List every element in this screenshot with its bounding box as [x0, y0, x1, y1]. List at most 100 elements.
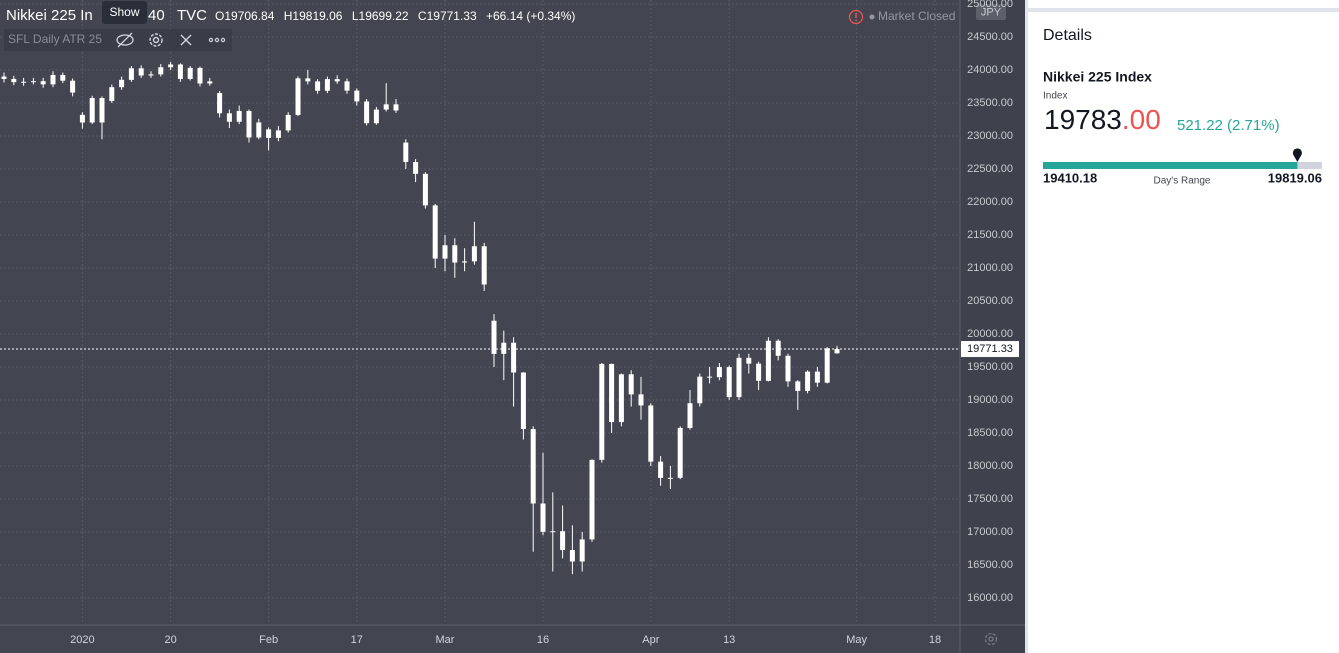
x-tick-label: May [846, 634, 867, 646]
x-tick-label: Apr [642, 634, 659, 646]
candle-body [344, 81, 350, 91]
candle-body [334, 79, 340, 82]
candle-body [511, 342, 517, 373]
overlay: Nikkei 225 In Show 40 TVC O19706.84 H198… [4, 0, 1322, 646]
candle-body [805, 371, 811, 391]
open-value: 19706.84 [224, 9, 274, 23]
candle-body [814, 371, 820, 383]
panel-top-border [1028, 8, 1339, 12]
candle-body [354, 90, 360, 102]
day-low: 19410.18 [1043, 170, 1097, 185]
y-tick-label: 16500.00 [967, 559, 1013, 571]
chart-background [0, 0, 1025, 653]
more-button[interactable] [208, 37, 226, 43]
range-label: Day's Range [1154, 176, 1211, 187]
candle-body [540, 503, 546, 532]
candle-body [491, 320, 497, 354]
candle-body [50, 74, 56, 85]
candle-body [795, 381, 801, 391]
candle-body [452, 245, 458, 263]
candle-body [618, 374, 624, 423]
candle-body [158, 67, 164, 75]
candle-body [716, 367, 722, 378]
candle-body [21, 81, 27, 83]
close-label: C [418, 9, 427, 23]
range-marker [1292, 148, 1302, 162]
candle-body [697, 376, 703, 404]
change: +66.14 (+0.34%) [486, 9, 575, 23]
y-tick-label: 24500.00 [967, 31, 1013, 43]
time-axis-settings[interactable] [984, 632, 998, 646]
alert-icon-dot [855, 19, 857, 21]
candle-body [432, 205, 438, 259]
tooltip: Show [109, 5, 139, 19]
alert-icon [848, 9, 864, 25]
candle-body [148, 74, 154, 76]
tooltip-box [102, 1, 147, 24]
candle-body [658, 461, 664, 478]
price-axis-background [960, 0, 1025, 653]
candle-body [99, 98, 105, 123]
candle-body [550, 531, 556, 533]
candle-body [11, 78, 17, 83]
y-tick-label: 21500.00 [967, 229, 1013, 241]
candle-body [187, 67, 193, 79]
candle-body [40, 81, 46, 85]
hide-button[interactable] [116, 32, 134, 48]
close-value: 19771.33 [427, 9, 477, 23]
day-high: 19819.06 [1268, 170, 1322, 185]
candle-body [569, 550, 575, 562]
candle-body [560, 531, 566, 551]
candle-body [119, 79, 125, 88]
candle-body [471, 246, 477, 262]
candle-body [207, 81, 213, 84]
candle-body [579, 539, 585, 562]
y-tick-label: 21000.00 [967, 262, 1013, 274]
market-status: Market Closed [878, 9, 955, 23]
open-label: O [215, 9, 224, 23]
price-integer: 19783 [1044, 104, 1122, 135]
panel-divider [1025, 0, 1028, 653]
y-tick-label: 20500.00 [967, 295, 1013, 307]
candle-body [648, 405, 654, 462]
instrument-kind: Index [1043, 91, 1067, 102]
candle-body [315, 81, 321, 91]
currency-box [976, 4, 1006, 20]
y-tick-label: 23500.00 [967, 97, 1013, 109]
candle-body [403, 142, 409, 163]
panel-title: Details [1043, 27, 1092, 44]
last-price-label: 19771.33 [967, 343, 1013, 355]
candle-body [177, 64, 183, 79]
candles [0, 62, 960, 575]
candle-body [667, 477, 673, 479]
price-fraction: .00 [1122, 104, 1161, 135]
candle-body [364, 101, 370, 124]
candle-body [79, 114, 85, 123]
candle-body [501, 342, 507, 354]
indicator-name: SFL Daily ATR 25 [8, 32, 102, 46]
x-tick-label: 2020 [70, 634, 94, 646]
candle-body [275, 130, 281, 138]
settings-button[interactable] [149, 33, 163, 47]
remove-button[interactable] [180, 34, 192, 46]
candle-body [687, 403, 693, 428]
y-tick-label: 18500.00 [967, 427, 1013, 439]
y-tick-label: 16000.00 [967, 592, 1013, 604]
candle-body [736, 357, 742, 398]
candle-body [530, 429, 536, 504]
candle-body [217, 93, 223, 114]
candle-body [520, 372, 526, 430]
candle-body [226, 113, 232, 122]
candle-body [324, 79, 330, 91]
candle-body [236, 110, 242, 122]
candle-body [1, 76, 7, 79]
candle-body [305, 78, 311, 82]
x-tick-label: 17 [351, 634, 363, 646]
candle-body [756, 363, 762, 381]
alert-icon-bar [855, 13, 857, 18]
y-tick-label: 18000.00 [967, 460, 1013, 472]
x-tick-label: Mar [436, 634, 455, 646]
y-tick-label: 20000.00 [967, 328, 1013, 340]
last-price: 19783.00 [1044, 104, 1161, 135]
